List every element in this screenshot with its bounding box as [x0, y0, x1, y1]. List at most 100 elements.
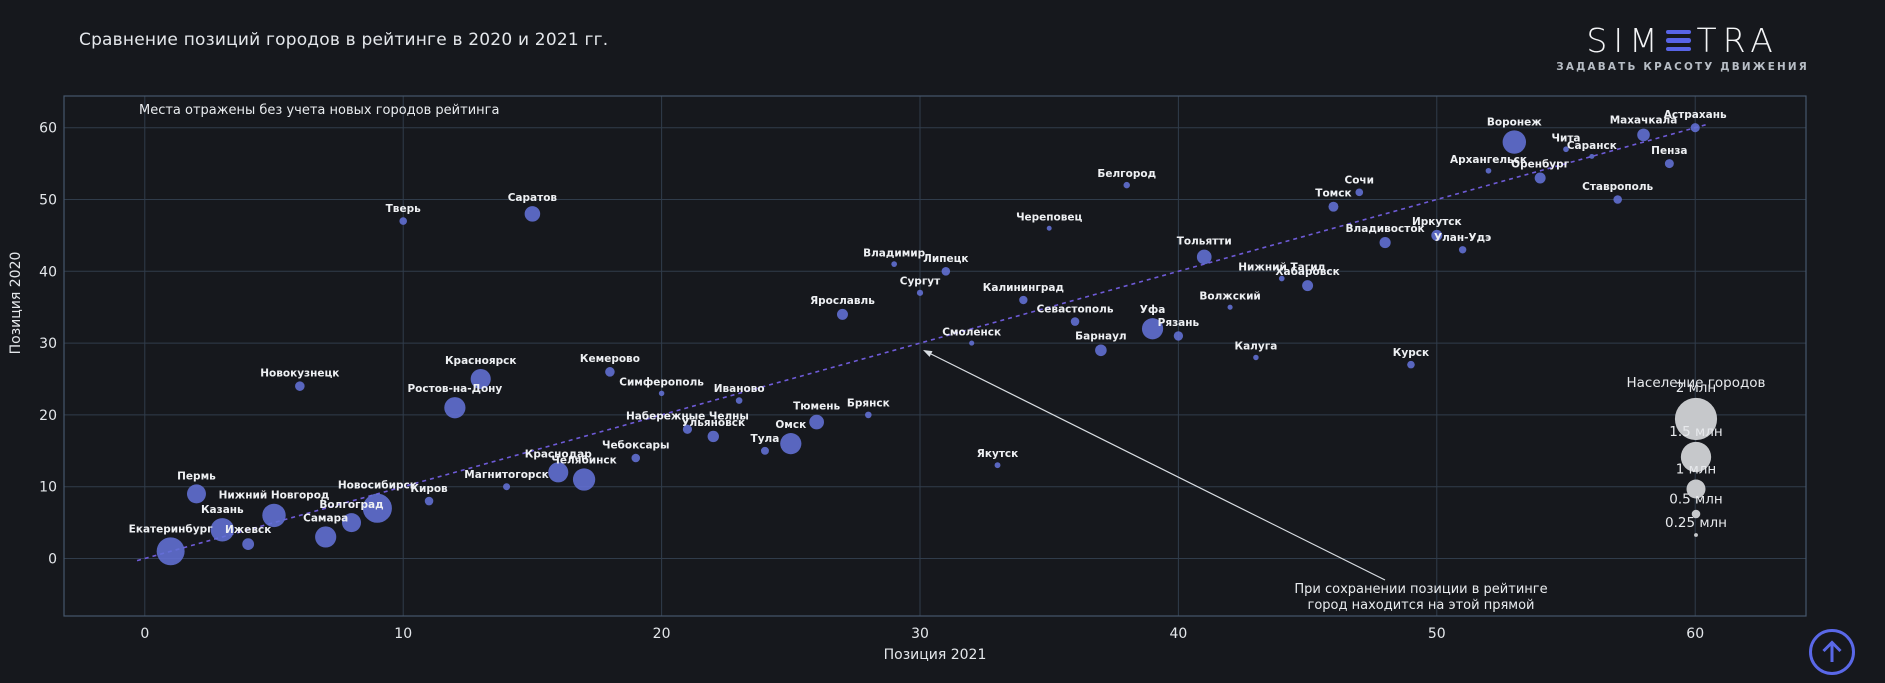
city-bubble[interactable]: [941, 267, 951, 276]
note-identity-line: При сохранении позиции в рейтинге город …: [1260, 582, 1582, 614]
city-label: Пенза: [1651, 145, 1687, 157]
city-label: Томск: [1315, 188, 1351, 200]
city-bubble[interactable]: [1431, 229, 1443, 241]
city-bubble[interactable]: [1227, 304, 1233, 310]
city-bubble[interactable]: [916, 289, 924, 296]
city-bubble[interactable]: [210, 518, 235, 542]
city-bubble[interactable]: [1328, 201, 1339, 212]
city-bubble[interactable]: [1070, 317, 1080, 326]
city-bubble[interactable]: [503, 483, 511, 491]
city-bubble[interactable]: [994, 462, 1001, 469]
city-bubble[interactable]: [631, 453, 641, 463]
city-bubble[interactable]: [707, 430, 719, 443]
city-bubble[interactable]: [836, 308, 848, 320]
city-bubble[interactable]: [605, 367, 615, 377]
city-bubble[interactable]: [682, 424, 693, 434]
city-label: Архангельск: [1450, 154, 1527, 166]
legend-size-label: 0.25 млн: [1665, 515, 1727, 531]
city-label: Чебоксары: [602, 440, 670, 452]
city-bubble[interactable]: [315, 526, 337, 548]
city-bubble[interactable]: [1534, 172, 1546, 184]
city-bubble[interactable]: [242, 538, 255, 551]
city-bubble[interactable]: [444, 397, 466, 419]
scroll-top-button[interactable]: [1809, 629, 1855, 675]
city-bubble[interactable]: [1407, 360, 1415, 369]
legend-size-label: 1.5 млн: [1669, 424, 1722, 440]
city-bubble[interactable]: [424, 496, 434, 506]
city-bubble[interactable]: [1613, 195, 1622, 204]
city-bubble[interactable]: [1589, 153, 1595, 159]
annotation-arrowhead-icon: [923, 350, 933, 357]
city-label: Рязань: [1158, 317, 1200, 329]
city-bubble[interactable]: [1355, 188, 1364, 197]
city-bubble[interactable]: [969, 340, 975, 346]
city-label: Новосибирск: [338, 480, 417, 492]
city-label: Пермь: [177, 470, 216, 482]
city-bubble[interactable]: [362, 493, 392, 523]
city-label: Череповец: [1016, 212, 1082, 224]
city-label: Краснодар: [525, 448, 592, 460]
city-bubble[interactable]: [1637, 128, 1650, 142]
city-bubble[interactable]: [1458, 246, 1467, 254]
city-bubble[interactable]: [809, 414, 824, 430]
city-bubble[interactable]: [1019, 295, 1028, 305]
city-label: Саратов: [508, 192, 558, 204]
city-bubble[interactable]: [1302, 280, 1314, 292]
city-label: Саранск: [1567, 140, 1617, 152]
city-label: Тюмень: [793, 401, 840, 413]
city-bubble[interactable]: [548, 462, 569, 483]
city-label: Набережные Челны: [626, 411, 749, 423]
city-bubble[interactable]: [891, 261, 898, 267]
legend-size-circle: [1694, 533, 1698, 537]
city-bubble[interactable]: [1253, 354, 1259, 361]
city-label: Симферополь: [619, 377, 704, 389]
city-label: Ставрополь: [1582, 181, 1653, 193]
x-tick-label: 30: [911, 626, 929, 642]
city-bubble[interactable]: [1563, 146, 1569, 153]
city-bubble[interactable]: [1379, 236, 1391, 249]
city-bubble[interactable]: [524, 206, 541, 222]
city-label: Кемерово: [580, 353, 640, 365]
city-label: Иркутск: [1412, 216, 1462, 228]
city-bubble[interactable]: [1502, 130, 1527, 154]
city-label: Нижний Тагил: [1238, 262, 1325, 274]
y-tick-label: 20: [39, 408, 57, 424]
city-label: Нижний Новгород: [219, 490, 330, 502]
city-bubble[interactable]: [1046, 225, 1052, 231]
city-bubble[interactable]: [572, 468, 596, 491]
city-bubble[interactable]: [1141, 318, 1164, 340]
city-bubble[interactable]: [1173, 331, 1184, 341]
x-tick-label: 0: [140, 626, 149, 642]
city-bubble[interactable]: [186, 484, 206, 504]
city-label: Калининград: [983, 282, 1064, 294]
city-label: Астрахань: [1664, 109, 1727, 121]
city-bubble[interactable]: [865, 411, 872, 419]
city-bubble[interactable]: [1690, 123, 1700, 133]
city-bubble[interactable]: [342, 513, 362, 533]
y-tick-label: 50: [39, 193, 57, 209]
city-label: Уфа: [1140, 304, 1166, 316]
city-label: Челябинск: [551, 454, 616, 466]
city-bubble[interactable]: [780, 433, 802, 455]
city-label: Махачкала: [1610, 115, 1678, 127]
note-excluded-cities: Места отражены без учета новых городов р…: [139, 103, 500, 118]
city-bubble[interactable]: [658, 390, 665, 397]
city-label: Липецк: [923, 253, 968, 265]
x-tick-label: 20: [653, 626, 671, 642]
city-bubble[interactable]: [760, 446, 769, 455]
city-bubble[interactable]: [1196, 249, 1212, 265]
city-bubble[interactable]: [735, 397, 743, 404]
city-bubble[interactable]: [399, 217, 407, 225]
city-bubble[interactable]: [1095, 344, 1107, 357]
city-bubble[interactable]: [295, 381, 305, 391]
legend-size-circle: [1674, 397, 1718, 441]
city-bubble[interactable]: [1278, 275, 1285, 282]
page-title: Сравнение позиций городов в рейтинге в 2…: [79, 30, 609, 50]
city-bubble[interactable]: [470, 368, 491, 390]
city-bubble[interactable]: [1664, 159, 1674, 169]
city-bubble[interactable]: [156, 537, 185, 566]
city-bubble[interactable]: [262, 503, 286, 528]
city-bubble[interactable]: [1485, 167, 1492, 174]
city-bubble[interactable]: [1123, 181, 1130, 189]
city-label: Ростов-на-Дону: [407, 383, 502, 395]
